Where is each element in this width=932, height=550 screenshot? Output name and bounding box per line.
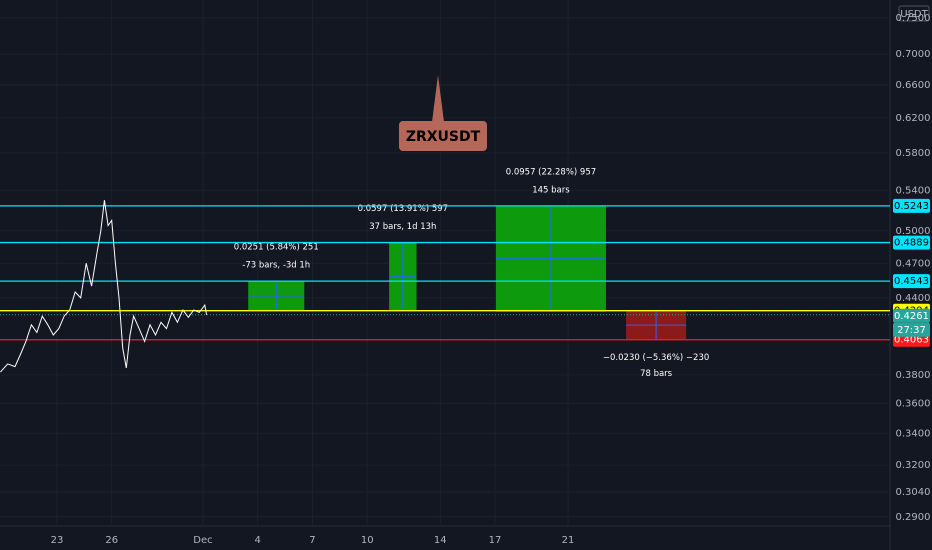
x-tick-label: 26 (105, 535, 118, 546)
measure-label: 0.0251 (5.84%) 251 (234, 243, 319, 253)
x-tick-label: 10 (361, 535, 374, 546)
x-tick-label: 23 (51, 535, 64, 546)
x-tick-label: 14 (434, 535, 447, 546)
y-tick-label: 0.4700 (896, 258, 931, 269)
level-price-label: 0.5243 (894, 201, 929, 212)
measure-label: 78 bars (640, 369, 673, 379)
measure-label: 37 bars, 1d 13h (369, 222, 436, 232)
annotation-box (399, 121, 487, 151)
measure-label: 145 bars (532, 185, 570, 195)
y-tick-label: 0.7000 (896, 49, 931, 60)
measure-label: -73 bars, -3d 1h (242, 261, 310, 271)
y-tick-label: 0.3200 (896, 460, 931, 471)
annotation: ZRXUSDT (406, 129, 481, 145)
measure-label: 0.0597 (13.91%) 597 (358, 204, 448, 214)
y-tick-label: 0.5400 (896, 185, 931, 196)
y-tick-label: 0.5000 (896, 226, 931, 237)
y-tick-label: 0.3800 (896, 370, 931, 381)
currency[interactable]: USDT (900, 9, 928, 20)
x-tick-label: 21 (562, 535, 575, 546)
measure-label: 0.0957 (22.28%) 957 (506, 167, 596, 177)
y-tick-label: 0.3040 (896, 487, 931, 498)
current-price-label: 0.4261 (894, 311, 929, 322)
currency-box[interactable] (898, 5, 930, 22)
price-line (0, 200, 208, 373)
level-price-label-box (893, 274, 930, 289)
y-tick-label: 0.7500 (896, 13, 931, 24)
y-tick-label: 0.5800 (896, 148, 931, 159)
y-tick-label: 0.4400 (896, 293, 931, 304)
y-tick-label: 0.6200 (896, 113, 931, 124)
x-tick-label: 7 (309, 535, 315, 546)
level-price-label-box (893, 235, 930, 250)
x-tick-label: 17 (489, 535, 502, 546)
y-tick-label: 0.6600 (896, 80, 931, 91)
level-price-label-box (893, 198, 930, 213)
annotation-pointer (432, 75, 444, 122)
current-price-label-box (893, 308, 930, 323)
level-price-label: 0.4543 (894, 276, 929, 287)
y-tick-label: 0.3400 (896, 428, 931, 439)
plot: 0.0251 (5.84%) 251 -73 bars, -3d 1h 0.0597… (0, 167, 890, 379)
countdown-label-box (893, 322, 930, 337)
countdown-label: 27:37 (897, 325, 926, 336)
measure-label: −0.0230 (−5.36%) −230 (603, 353, 709, 363)
y-tick-label: 0.2900 (896, 512, 931, 523)
x-tick-label: Dec (193, 535, 212, 546)
y-tick-label: 0.3600 (896, 398, 931, 409)
level-price-label: 0.4063 (894, 335, 929, 346)
axes: 0.7500 0.7000 0.6600 0.6200 0.5800 0.5400 0.50… (51, 13, 931, 546)
x-tick-label: 4 (255, 535, 261, 546)
level-price-label: 0.4889 (894, 238, 929, 249)
